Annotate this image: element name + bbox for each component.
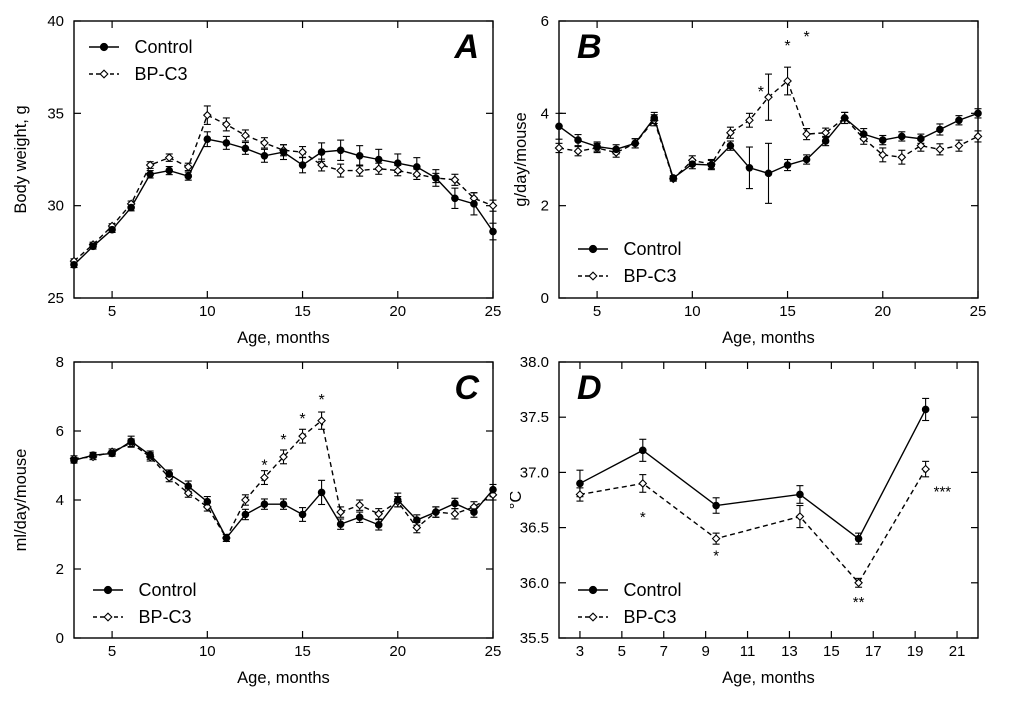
svg-text:Body weight, g: Body weight, g bbox=[12, 105, 30, 213]
svg-text:BP-C3: BP-C3 bbox=[624, 266, 677, 286]
svg-text:Control: Control bbox=[139, 580, 197, 600]
svg-text:Age, months: Age, months bbox=[237, 329, 330, 347]
svg-text:*: * bbox=[713, 548, 719, 565]
svg-text:15: 15 bbox=[294, 303, 311, 320]
svg-text:6: 6 bbox=[56, 423, 64, 440]
svg-text:8: 8 bbox=[56, 355, 64, 371]
svg-text:*: * bbox=[758, 84, 764, 101]
svg-text:Control: Control bbox=[624, 580, 682, 600]
svg-text:***: *** bbox=[934, 484, 952, 501]
svg-text:9: 9 bbox=[701, 643, 709, 660]
svg-text:15: 15 bbox=[779, 303, 796, 320]
svg-text:2: 2 bbox=[541, 198, 549, 215]
svg-text:Age, months: Age, months bbox=[722, 329, 815, 347]
svg-text:Control: Control bbox=[624, 239, 682, 259]
svg-text:15: 15 bbox=[823, 643, 840, 660]
svg-text:5: 5 bbox=[593, 303, 601, 320]
svg-text:0: 0 bbox=[56, 630, 64, 647]
svg-text:20: 20 bbox=[874, 303, 891, 320]
svg-text:7: 7 bbox=[660, 643, 668, 660]
svg-text:C: C bbox=[454, 369, 479, 407]
svg-text:10: 10 bbox=[684, 303, 701, 320]
svg-text:37.5: 37.5 bbox=[520, 409, 549, 426]
svg-text:15: 15 bbox=[294, 643, 311, 660]
svg-text:13: 13 bbox=[781, 643, 798, 660]
svg-text:36.5: 36.5 bbox=[520, 520, 549, 537]
svg-text:*: * bbox=[261, 458, 267, 475]
svg-text:g/day/mouse: g/day/mouse bbox=[512, 112, 530, 206]
svg-text:*: * bbox=[784, 38, 790, 55]
svg-text:*: * bbox=[640, 509, 646, 526]
svg-text:B: B bbox=[577, 28, 602, 66]
svg-text:38.0: 38.0 bbox=[520, 355, 549, 371]
svg-text:A: A bbox=[453, 28, 479, 66]
svg-text:30: 30 bbox=[47, 198, 64, 215]
svg-text:0: 0 bbox=[541, 290, 549, 307]
svg-text:Control: Control bbox=[135, 37, 193, 57]
svg-text:5: 5 bbox=[618, 643, 626, 660]
svg-text:5: 5 bbox=[108, 303, 116, 320]
svg-text:5: 5 bbox=[108, 643, 116, 660]
svg-text:3: 3 bbox=[576, 643, 584, 660]
svg-text:4: 4 bbox=[541, 105, 549, 122]
svg-text:4: 4 bbox=[56, 492, 64, 509]
svg-text:35.5: 35.5 bbox=[520, 630, 549, 647]
svg-text:10: 10 bbox=[199, 643, 216, 660]
svg-text:36.0: 36.0 bbox=[520, 575, 549, 592]
svg-text:ml/day/mouse: ml/day/mouse bbox=[12, 449, 30, 552]
svg-text:10: 10 bbox=[199, 303, 216, 320]
svg-text:35: 35 bbox=[47, 105, 64, 122]
svg-text:25: 25 bbox=[47, 290, 64, 307]
svg-text:BP-C3: BP-C3 bbox=[139, 607, 192, 627]
svg-text:20: 20 bbox=[389, 643, 406, 660]
svg-text:**: ** bbox=[853, 594, 865, 611]
svg-text:19: 19 bbox=[907, 643, 924, 660]
svg-text:D: D bbox=[577, 369, 602, 407]
svg-text:*: * bbox=[803, 29, 809, 46]
svg-text:BP-C3: BP-C3 bbox=[624, 607, 677, 627]
svg-text:25: 25 bbox=[970, 303, 987, 320]
svg-text:Age, months: Age, months bbox=[722, 669, 815, 687]
svg-text:37.0: 37.0 bbox=[520, 464, 549, 481]
svg-text:Age, months: Age, months bbox=[237, 669, 330, 687]
svg-text:*: * bbox=[299, 411, 305, 428]
svg-text:*: * bbox=[318, 392, 324, 409]
svg-text:25: 25 bbox=[485, 643, 502, 660]
svg-text:6: 6 bbox=[541, 13, 549, 30]
svg-text:25: 25 bbox=[485, 303, 502, 320]
svg-text:°C: °C bbox=[510, 491, 525, 510]
svg-text:*: * bbox=[280, 432, 286, 449]
svg-text:20: 20 bbox=[389, 303, 406, 320]
svg-text:2: 2 bbox=[56, 561, 64, 578]
svg-text:17: 17 bbox=[865, 643, 882, 660]
svg-text:BP-C3: BP-C3 bbox=[135, 64, 188, 84]
svg-text:11: 11 bbox=[740, 643, 756, 660]
svg-text:21: 21 bbox=[949, 643, 966, 660]
svg-text:40: 40 bbox=[47, 13, 64, 30]
